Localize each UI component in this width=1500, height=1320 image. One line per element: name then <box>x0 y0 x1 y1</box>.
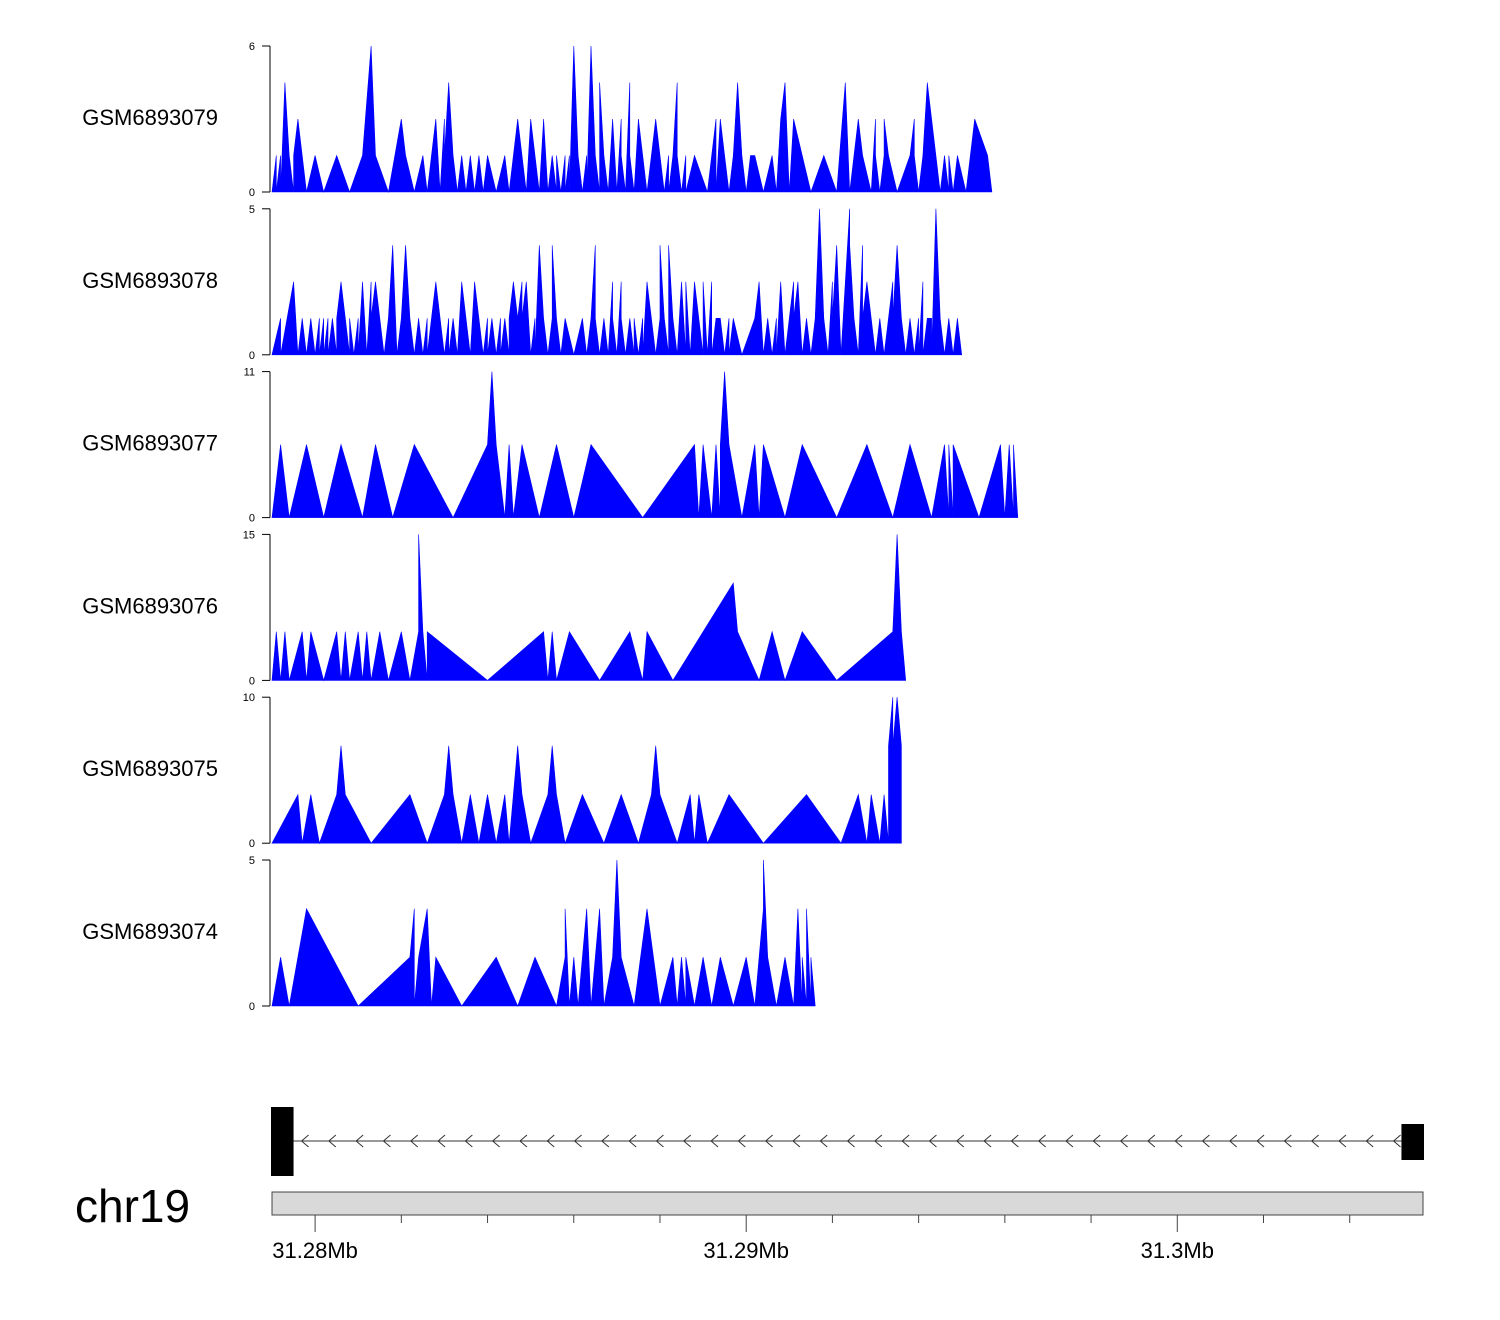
strand-arrow <box>1256 1134 1265 1148</box>
strand-arrow <box>901 1134 910 1148</box>
strand-arrow <box>355 1134 364 1148</box>
strand-arrow <box>491 1134 500 1148</box>
strand-arrow <box>1310 1134 1319 1148</box>
strand-arrow <box>328 1134 337 1148</box>
strand-arrow <box>628 1134 637 1148</box>
track-GSM6893074: GSM6893074 5 0 <box>82 855 816 1013</box>
coverage-tracks: GSM689307960GSM689307850GSM6893077110GSM… <box>82 41 1019 1013</box>
coverage-area <box>271 697 902 845</box>
y-tick-label-min: 0 <box>249 675 255 687</box>
y-tick-label-max: 5 <box>249 855 255 867</box>
strand-arrow <box>682 1134 692 1148</box>
track-GSM6893079: GSM6893079 6 0 <box>82 41 993 199</box>
coverage-area <box>271 371 1019 519</box>
strand-arrow <box>573 1134 582 1148</box>
y-tick-label-min: 0 <box>249 187 255 199</box>
strand-arrow <box>846 1134 855 1148</box>
chromosome-label: chr19 <box>75 1180 190 1232</box>
strand-arrow <box>601 1134 610 1148</box>
y-tick-label-max: 6 <box>249 41 255 53</box>
strand-arrow <box>1365 1134 1374 1148</box>
strand-arrow <box>955 1134 965 1148</box>
strand-arrow <box>1392 1134 1401 1148</box>
track-label: GSM6893078 <box>82 268 218 293</box>
strand-arrow <box>1201 1134 1210 1148</box>
strand-arrow <box>1092 1134 1101 1148</box>
strand-arrow <box>819 1134 828 1148</box>
x-tick-label: 31.29Mb <box>703 1238 789 1263</box>
coverage-area <box>271 534 907 682</box>
y-tick-label-min: 0 <box>249 1001 255 1013</box>
exon-right <box>1401 1124 1424 1160</box>
strand-arrow <box>1338 1134 1347 1148</box>
strand-arrow <box>519 1134 528 1148</box>
strand-arrow <box>928 1134 937 1148</box>
track-GSM6893077: GSM6893077 11 0 <box>82 367 1019 525</box>
coverage-area <box>271 859 816 1008</box>
gene-model-track <box>271 1107 1424 1176</box>
coverage-area <box>271 45 993 194</box>
strand-arrow <box>1228 1134 1238 1148</box>
strand-arrow <box>437 1134 446 1148</box>
track-label: GSM6893074 <box>82 919 218 944</box>
strand-arrow <box>764 1134 773 1148</box>
strand-arrow <box>546 1134 555 1148</box>
track-GSM6893078: GSM6893078 5 0 <box>82 204 963 362</box>
strand-arrow <box>464 1134 473 1148</box>
genome-axis: chr19 31.28Mb 31.29Mb 31.3Mb <box>75 1180 1424 1263</box>
strand-arrow <box>300 1134 309 1148</box>
track-label: GSM6893079 <box>82 105 218 130</box>
track-label: GSM6893077 <box>82 431 218 456</box>
strand-arrow <box>1037 1134 1046 1148</box>
x-tick-label: 31.28Mb <box>272 1238 358 1263</box>
track-GSM6893076: GSM6893076 15 0 <box>82 529 907 687</box>
coverage-area <box>271 208 963 356</box>
x-tick-label: 31.3Mb <box>1141 1238 1214 1263</box>
strand-arrow <box>1119 1134 1128 1148</box>
strand-arrow <box>874 1134 883 1148</box>
track-label: GSM6893075 <box>82 756 218 781</box>
strand-arrow <box>409 1134 419 1148</box>
y-tick-label-max: 11 <box>244 367 255 379</box>
strand-arrow <box>1283 1134 1292 1148</box>
strand-arrow <box>737 1134 746 1148</box>
strand-arrow <box>1010 1134 1019 1148</box>
strand-arrow <box>983 1134 992 1148</box>
exon-left <box>271 1107 294 1176</box>
strand-arrow <box>792 1134 801 1148</box>
y-tick-label-max: 5 <box>249 204 255 216</box>
y-tick-label-max: 15 <box>243 529 255 541</box>
strand-arrow <box>1065 1134 1074 1148</box>
strand-arrow <box>382 1134 391 1148</box>
strand-arrow <box>655 1134 664 1148</box>
y-tick-label-min: 0 <box>249 513 255 525</box>
y-tick-label-min: 0 <box>249 838 255 850</box>
y-tick-label-min: 0 <box>249 350 255 362</box>
strand-arrow <box>1147 1134 1156 1148</box>
track-label: GSM6893076 <box>82 593 218 618</box>
strand-arrow <box>1174 1134 1183 1148</box>
y-tick-label-max: 10 <box>243 692 255 704</box>
chromosome-bar <box>271 1191 1424 1216</box>
track-GSM6893075: GSM6893075 10 0 <box>82 692 902 850</box>
strand-arrow <box>710 1134 719 1148</box>
